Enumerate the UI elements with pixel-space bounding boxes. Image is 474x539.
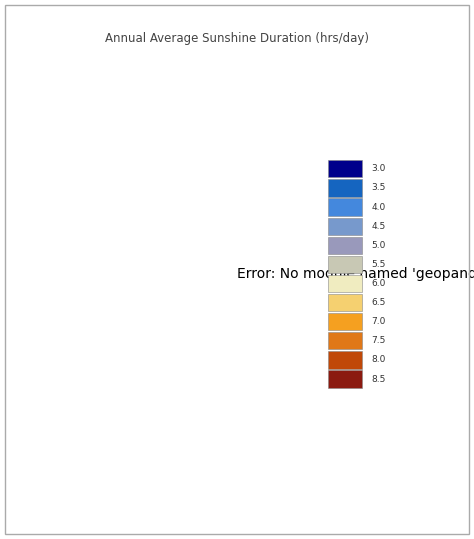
FancyBboxPatch shape bbox=[328, 237, 362, 254]
FancyBboxPatch shape bbox=[328, 179, 362, 197]
Title: Annual Average Sunshine Duration (hrs/day): Annual Average Sunshine Duration (hrs/da… bbox=[105, 32, 369, 45]
FancyBboxPatch shape bbox=[328, 198, 362, 216]
FancyBboxPatch shape bbox=[328, 160, 362, 177]
Text: 5.0: 5.0 bbox=[371, 241, 386, 250]
FancyBboxPatch shape bbox=[328, 351, 362, 369]
Text: 6.0: 6.0 bbox=[371, 279, 386, 288]
Text: 7.5: 7.5 bbox=[371, 336, 386, 345]
FancyBboxPatch shape bbox=[328, 313, 362, 330]
Text: 5.5: 5.5 bbox=[371, 260, 386, 269]
Text: 4.0: 4.0 bbox=[371, 203, 385, 211]
Text: 4.5: 4.5 bbox=[371, 222, 385, 231]
Text: 8.0: 8.0 bbox=[371, 355, 386, 364]
FancyBboxPatch shape bbox=[328, 218, 362, 235]
Text: 6.5: 6.5 bbox=[371, 298, 386, 307]
FancyBboxPatch shape bbox=[328, 332, 362, 349]
Text: 8.5: 8.5 bbox=[371, 375, 386, 384]
Text: Error: No module named 'geopandas': Error: No module named 'geopandas' bbox=[237, 267, 474, 281]
FancyBboxPatch shape bbox=[328, 370, 362, 388]
FancyBboxPatch shape bbox=[328, 294, 362, 311]
Text: 7.0: 7.0 bbox=[371, 317, 386, 326]
FancyBboxPatch shape bbox=[328, 275, 362, 292]
Text: 3.5: 3.5 bbox=[371, 183, 386, 192]
FancyBboxPatch shape bbox=[328, 255, 362, 273]
Text: 3.0: 3.0 bbox=[371, 164, 386, 174]
